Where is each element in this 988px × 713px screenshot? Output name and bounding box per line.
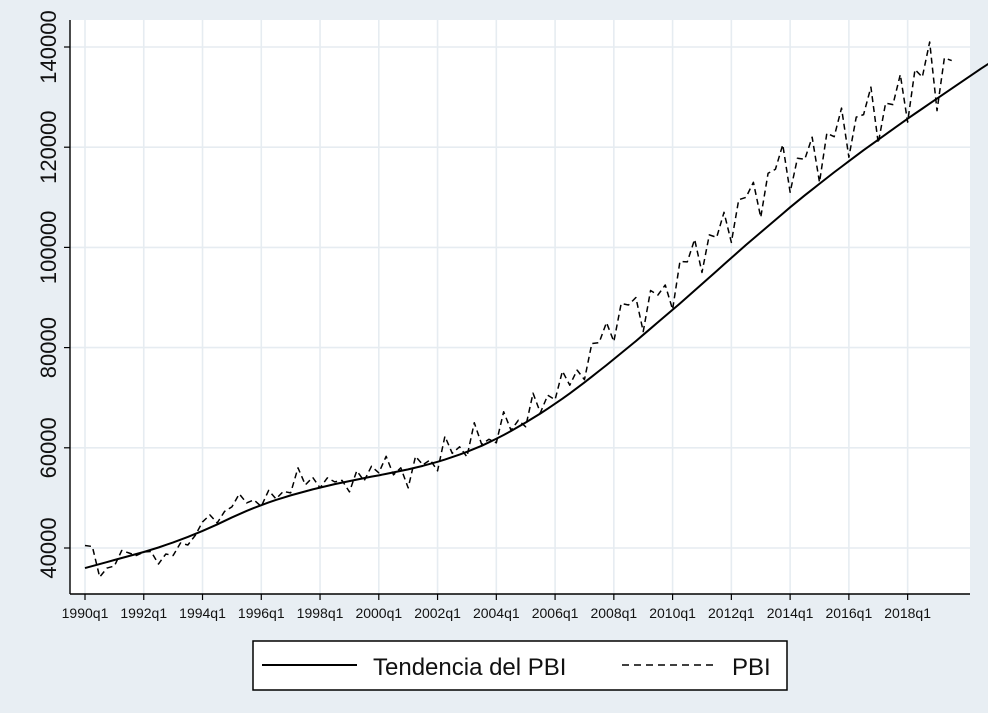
series-line-trend (84, 62, 988, 570)
y-tick-label: 120000 (36, 110, 61, 183)
x-tick-label: 2012q1 (708, 605, 755, 621)
y-tick-label: 80000 (36, 317, 61, 378)
y-tick-label: 40000 (36, 517, 61, 578)
series-lines (84, 41, 988, 578)
x-tick-label: 2000q1 (355, 605, 402, 621)
legend-label-trend: Tendencia del PBI (373, 654, 566, 681)
x-tick-label: 2016q1 (826, 605, 873, 621)
x-tick-label: 1994q1 (179, 605, 226, 621)
x-tick-label: 2008q1 (590, 605, 637, 621)
x-tick-label: 2002q1 (414, 605, 461, 621)
y-tick-label: 60000 (36, 417, 61, 478)
y-tick-label: 100000 (36, 211, 61, 284)
axes: 40000 60000 80000 100000 120000 140000 1990q1 1… (36, 10, 970, 621)
x-tick-label: 1996q1 (238, 605, 285, 621)
plot-area-background (70, 20, 970, 594)
legend-label-pbi: PBI (732, 654, 771, 681)
x-tick-label: 2018q1 (884, 605, 931, 621)
x-tick-label: 1992q1 (120, 605, 167, 621)
legend: Tendencia del PBI PBI (252, 640, 788, 691)
x-tick-label: 2006q1 (532, 605, 579, 621)
series-line-pbi (84, 41, 952, 578)
grid-lines (70, 20, 970, 594)
x-tick-label: 1998q1 (297, 605, 344, 621)
x-tick-label: 2004q1 (473, 605, 520, 621)
y-tick-label: 140000 (36, 10, 61, 83)
x-tick-label: 2010q1 (649, 605, 696, 621)
x-tick-label: 2014q1 (767, 605, 814, 621)
x-tick-label: 1990q1 (62, 605, 109, 621)
